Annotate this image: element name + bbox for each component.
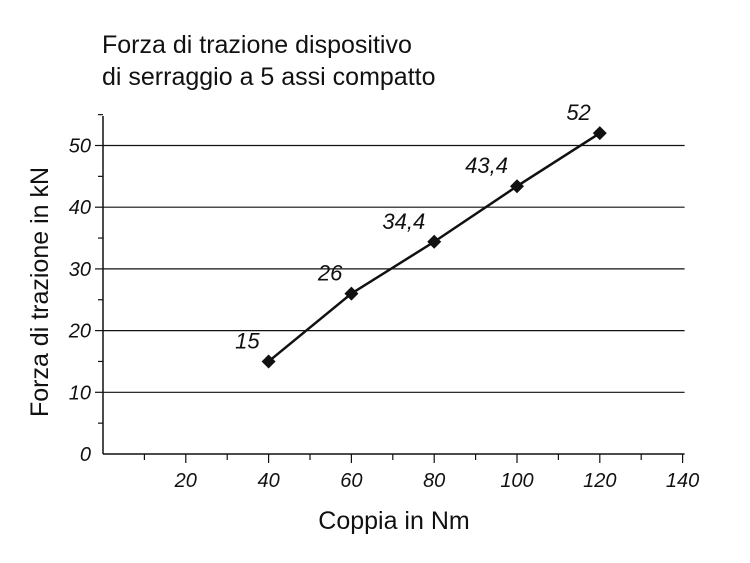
y-tick-label-10: 10 — [69, 382, 91, 404]
series-group: 15 26 34,4 43,4 52 — [235, 100, 607, 369]
y-tick-label-50: 50 — [69, 136, 91, 158]
y-axis-label: Forza di trazione in kN — [26, 167, 54, 417]
y-tick-label-30: 30 — [69, 259, 91, 281]
x-tick-label-80: 80 — [423, 470, 445, 492]
data-point-40 — [261, 354, 276, 369]
y-tick-label-20: 20 — [68, 321, 91, 343]
data-point-60 — [344, 286, 359, 301]
data-label-100: 43,4 — [465, 153, 508, 178]
data-label-120: 52 — [566, 100, 590, 125]
x-tick-label-20: 20 — [174, 470, 197, 492]
y-tick-label-40: 40 — [69, 197, 91, 219]
x-tick-labels: 20 40 60 80 100 120 140 — [174, 470, 700, 492]
y-tick-label-0: 0 — [80, 444, 91, 466]
chart-title-line-2: di serraggio a 5 assi compatto — [102, 63, 436, 91]
chart-title-line-1: Forza di trazione dispositivo — [102, 31, 412, 59]
data-label-40: 15 — [235, 328, 260, 353]
x-tick-label-140: 140 — [666, 470, 699, 492]
data-point-80 — [427, 234, 442, 249]
x-tick-label-120: 120 — [583, 470, 616, 492]
grid-lines — [103, 144, 685, 393]
data-point-120 — [592, 126, 607, 141]
x-axis-label: Coppia in Nm — [318, 507, 469, 535]
x-tick-label-40: 40 — [257, 470, 279, 492]
y-tick-labels: 0 10 20 30 40 50 — [68, 136, 91, 467]
axes — [95, 114, 685, 463]
data-label-80: 34,4 — [382, 209, 425, 234]
x-tick-label-100: 100 — [500, 470, 533, 492]
x-tick-label-60: 60 — [340, 470, 362, 492]
data-label-60: 26 — [317, 261, 343, 286]
data-point-100 — [510, 179, 524, 194]
